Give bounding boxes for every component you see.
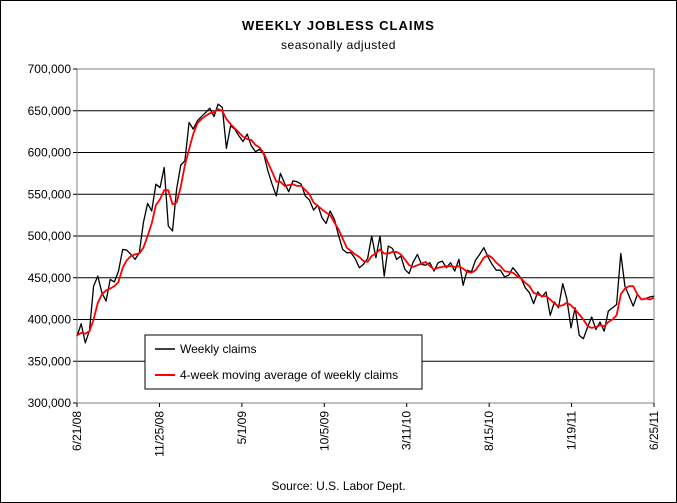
- y-tick-label: 450,000: [28, 271, 72, 285]
- y-tick-label: 300,000: [28, 396, 72, 410]
- x-tick-label: 5/1/09: [235, 411, 249, 445]
- x-axis-ticks: 6/21/08 11/25/08 5/1/09 10/5/09 3/11/10 8/15/…: [70, 403, 661, 457]
- x-tick-label: 10/5/09: [317, 411, 331, 451]
- y-axis-ticks: 300,000 350,000 400,000 450,000 500,000 550,0…: [28, 62, 77, 410]
- y-tick-label: 650,000: [28, 104, 72, 118]
- series-line-weekly-claims: [77, 104, 654, 343]
- gridlines: [77, 111, 654, 362]
- x-tick-label: 3/11/10: [400, 411, 414, 450]
- x-tick-label: 1/19/11: [565, 411, 579, 450]
- chart-source: Source: U.S. Labor Dept.: [0, 479, 677, 493]
- line-chart: 300,000 350,000 400,000 450,000 500,000 550,0…: [0, 0, 677, 503]
- legend: Weekly claims 4-week moving average of w…: [145, 335, 422, 389]
- legend-label-weekly: Weekly claims: [180, 342, 256, 356]
- x-tick-label: 11/25/08: [152, 411, 166, 457]
- y-tick-label: 550,000: [28, 187, 72, 201]
- x-tick-label: 6/25/11: [647, 411, 661, 450]
- y-tick-label: 500,000: [28, 229, 72, 243]
- legend-label-avg: 4-week moving average of weekly claims: [180, 368, 398, 382]
- y-tick-label: 700,000: [28, 62, 72, 76]
- x-tick-label: 6/21/08: [70, 411, 84, 451]
- y-tick-label: 400,000: [28, 313, 72, 327]
- y-tick-label: 350,000: [28, 354, 72, 368]
- x-tick-label: 8/15/10: [482, 411, 496, 451]
- y-tick-label: 600,000: [28, 146, 72, 160]
- series-layer: [77, 104, 654, 343]
